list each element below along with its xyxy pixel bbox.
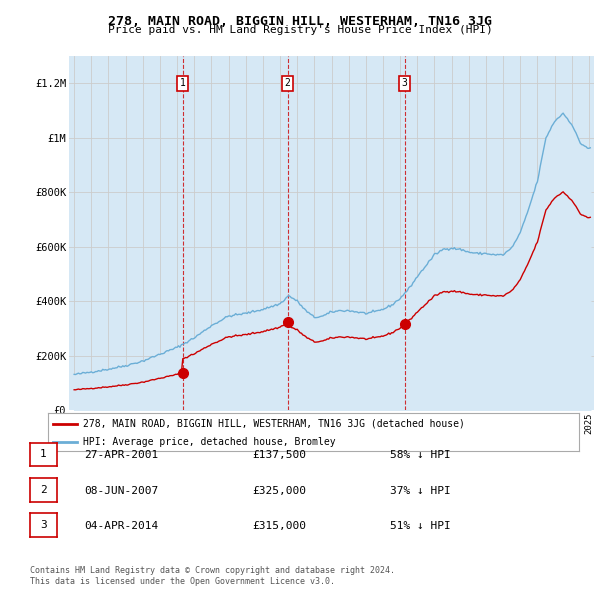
Text: 2: 2	[284, 78, 290, 88]
Text: £137,500: £137,500	[252, 451, 306, 460]
Text: 3: 3	[40, 520, 47, 530]
Text: Price paid vs. HM Land Registry's House Price Index (HPI): Price paid vs. HM Land Registry's House …	[107, 25, 493, 35]
Text: 278, MAIN ROAD, BIGGIN HILL, WESTERHAM, TN16 3JG: 278, MAIN ROAD, BIGGIN HILL, WESTERHAM, …	[108, 15, 492, 28]
Text: 37% ↓ HPI: 37% ↓ HPI	[390, 486, 451, 496]
Text: Contains HM Land Registry data © Crown copyright and database right 2024.: Contains HM Land Registry data © Crown c…	[30, 566, 395, 575]
Text: 1: 1	[40, 450, 47, 459]
Text: £325,000: £325,000	[252, 486, 306, 496]
Text: 278, MAIN ROAD, BIGGIN HILL, WESTERHAM, TN16 3JG (detached house): 278, MAIN ROAD, BIGGIN HILL, WESTERHAM, …	[83, 419, 464, 429]
Text: 2: 2	[40, 485, 47, 494]
Text: This data is licensed under the Open Government Licence v3.0.: This data is licensed under the Open Gov…	[30, 577, 335, 586]
Text: 58% ↓ HPI: 58% ↓ HPI	[390, 451, 451, 460]
Text: 08-JUN-2007: 08-JUN-2007	[84, 486, 158, 496]
Text: 3: 3	[401, 78, 407, 88]
Text: HPI: Average price, detached house, Bromley: HPI: Average price, detached house, Brom…	[83, 437, 335, 447]
Text: £315,000: £315,000	[252, 522, 306, 531]
Text: 1: 1	[179, 78, 185, 88]
Text: 27-APR-2001: 27-APR-2001	[84, 451, 158, 460]
Text: 51% ↓ HPI: 51% ↓ HPI	[390, 522, 451, 531]
Text: 04-APR-2014: 04-APR-2014	[84, 522, 158, 531]
